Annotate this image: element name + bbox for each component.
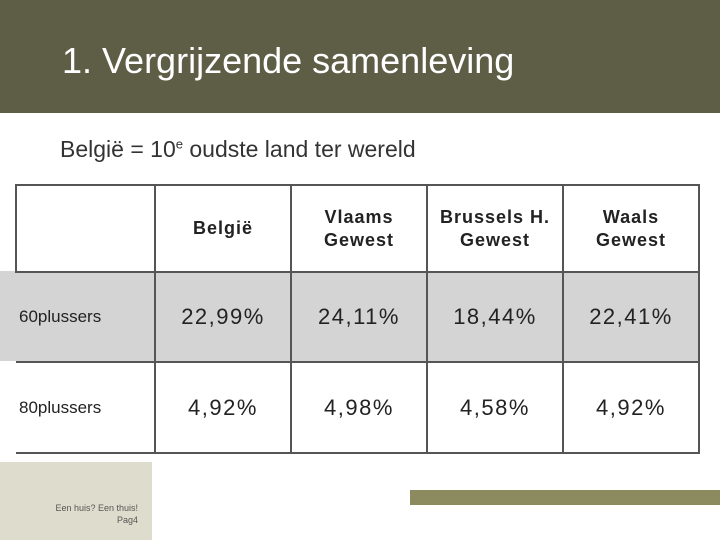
cell: 18,44% [426, 271, 564, 363]
cell: 4,92% [154, 361, 292, 454]
page-number: Pag4 [116, 515, 138, 525]
cell: 22,99% [154, 271, 292, 363]
cell: 22,41% [562, 271, 700, 363]
title-bar: 1. Vergrijzende samenleving [0, 0, 720, 113]
footer-box: Een huis? Een thuis! Pag4 [0, 462, 152, 540]
table-row: 60plussers 22,99% 24,11% 18,44% 22,41% [16, 271, 700, 363]
header-line: Gewest [595, 229, 667, 250]
footer-text: Een huis? Een thuis! Pag4 [55, 502, 138, 526]
tagline: Een huis? Een thuis! [55, 503, 138, 513]
column-header: Vlaams Gewest [290, 184, 428, 273]
column-header: Waals Gewest [562, 184, 700, 273]
header-line: Vlaams [324, 206, 394, 227]
subtitle: België = 10e oudste land ter wereld [60, 136, 416, 163]
cell: 24,11% [290, 271, 428, 363]
cell: 4,58% [426, 361, 564, 454]
table-row: 80plussers 4,92% 4,98% 4,58% 4,92% [16, 361, 700, 454]
superscript: e [175, 136, 183, 152]
header-line: Gewest [323, 229, 395, 250]
column-header: Brussels H. Gewest [426, 184, 564, 273]
row-label: 80plussers [16, 361, 156, 454]
header-line: Waals [602, 206, 660, 227]
cell: 4,98% [290, 361, 428, 454]
column-header: België [154, 184, 292, 273]
slide-title: 1. Vergrijzende samenleving [62, 40, 515, 81]
header-line: Gewest [459, 229, 531, 250]
header-row: België Vlaams Gewest Brussels H. Gewest Wa… [15, 184, 700, 273]
cell: 4,92% [562, 361, 700, 454]
data-table: België Vlaams Gewest Brussels H. Gewest Wa… [15, 184, 700, 454]
subtitle-text: België = 10 [60, 136, 176, 162]
subtitle-text: oudste land ter wereld [182, 136, 416, 162]
corner-cell [15, 184, 156, 273]
header-line: Brussels H. [439, 206, 551, 227]
accent-bar [410, 490, 720, 505]
header-line: België [192, 218, 254, 238]
row-background [0, 271, 16, 361]
row-label: 60plussers [16, 271, 156, 363]
